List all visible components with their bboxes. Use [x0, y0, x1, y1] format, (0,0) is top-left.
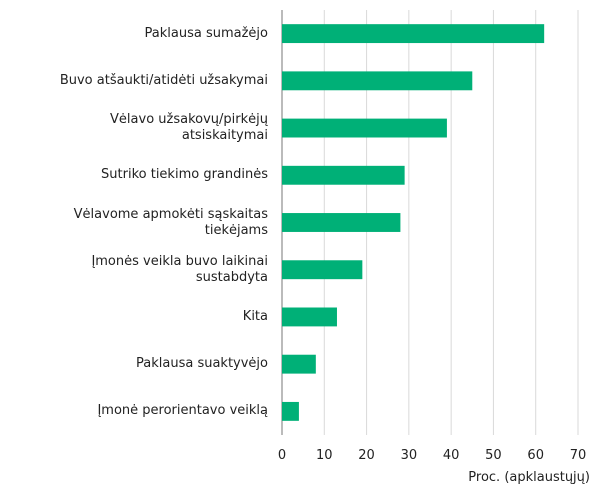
x-tick-label: 60	[527, 448, 544, 463]
y-tick-label: Buvo atšaukti/atidėti užsakymai	[59, 72, 268, 88]
y-tick-label: Įmonė perorientavo veiklą	[97, 403, 268, 419]
x-tick-label: 70	[569, 448, 587, 463]
x-tick-label: 30	[400, 448, 418, 463]
x-tick-label: 50	[485, 448, 502, 463]
bar	[282, 401, 299, 421]
bar	[282, 24, 545, 44]
y-tick-label: Sutriko tiekimo grandinės	[101, 167, 268, 183]
bar	[282, 213, 401, 232]
x-tick-label: 20	[358, 448, 375, 463]
x-tick-label: 10	[316, 448, 333, 463]
bar	[282, 354, 316, 374]
bar	[282, 307, 337, 327]
y-tick-label: Paklausa sumažėjo	[144, 25, 268, 41]
x-tick-label: 0	[277, 448, 287, 463]
bar	[282, 118, 447, 138]
y-tick-label: Vėlavo užsakovų/pirkėjų atsiskaitymai	[110, 112, 268, 144]
y-tick-label: Paklausa suaktyvėjo	[136, 356, 268, 372]
x-axis-label: Proc. (apklaustųjų)	[468, 470, 590, 485]
x-tick-label: 40	[442, 448, 460, 463]
y-tick-label: Vėlavome apmokėti sąskaitas tiekėjams	[73, 206, 268, 238]
y-tick-label: Įmonės veikla buvo laikinai sustabdyta	[91, 253, 268, 285]
y-tick-label: Kita	[242, 308, 268, 324]
bar	[282, 260, 363, 280]
bar	[282, 71, 473, 91]
bar	[282, 165, 405, 185]
